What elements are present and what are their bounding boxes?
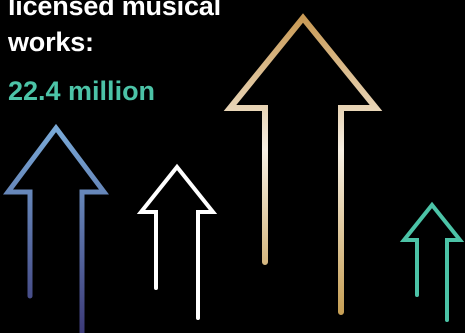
- arrow-blue-icon: [3, 123, 109, 333]
- headline-line-2: works:: [8, 27, 94, 57]
- headline-line-1: licensed musical: [8, 0, 221, 21]
- arrow-gold-icon: [223, 13, 383, 315]
- headline: licensed musical works:: [8, 0, 221, 60]
- stat-value: 22.4 million: [8, 76, 156, 106]
- arrow-white-icon: [136, 163, 218, 320]
- arrow-teal-icon: [399, 201, 465, 322]
